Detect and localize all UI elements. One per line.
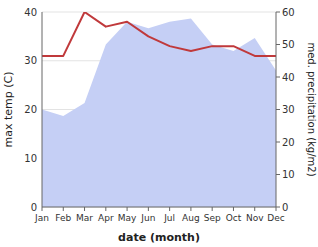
x-tick-label: Jul (163, 213, 175, 223)
grid-line (42, 12, 276, 13)
x-axis-label: date (month) (118, 231, 200, 244)
x-tick-label: Jun (140, 213, 155, 223)
x-tick-label: May (118, 213, 137, 223)
x-tick-label: Sep (204, 213, 221, 223)
x-tick-label: Dec (267, 213, 284, 223)
x-tick-label: Oct (226, 213, 242, 223)
x-tick (42, 207, 43, 211)
x-tick-label: Jan (34, 213, 49, 223)
y2-tick (276, 174, 280, 175)
y-tick-label: 10 (24, 153, 37, 164)
area (42, 19, 276, 208)
x-tick (105, 207, 106, 211)
x-tick (190, 207, 191, 211)
grid (42, 12, 276, 207)
y2-tick-label: 10 (282, 169, 295, 180)
x-tick-label: Nov (246, 213, 264, 223)
y2-tick (276, 77, 280, 78)
y-tick-label: 20 (24, 104, 37, 115)
y-axis-label: max temp (C) (2, 71, 15, 147)
y-tick-label: 0 (31, 202, 37, 213)
y2-axis-label: med. precipitation (kg/m2) (306, 42, 317, 176)
y-axis-line (42, 12, 43, 207)
y2-tick-label: 20 (282, 137, 295, 148)
chart: 0 10 20 30 40 0 10 20 30 40 50 60 Jan Feb Mar Apr MayJun… (0, 0, 318, 247)
x-tick-label: Apr (98, 213, 114, 223)
x-tick (169, 207, 170, 211)
y-tick-label: 40 (24, 7, 37, 18)
y2-tick-label: 30 (282, 104, 295, 115)
x-tick-label: Feb (55, 213, 71, 223)
y2-tick-label: 60 (282, 7, 295, 18)
x-tick (63, 207, 64, 211)
y2-tick (276, 207, 280, 208)
y2-tick-label: 50 (282, 39, 295, 50)
y2-tick-label: 0 (282, 202, 288, 213)
y2-tick-label: 40 (282, 72, 295, 83)
y2-tick (276, 109, 280, 110)
y-tick-label: 30 (24, 55, 37, 66)
x-tick (254, 207, 255, 211)
x-tick (127, 207, 128, 211)
x-tick-label: Aug (182, 213, 200, 223)
x-axis-line (42, 207, 276, 208)
x-tick (212, 207, 213, 211)
x-tick-label: Mar (76, 213, 93, 223)
x-tick (276, 207, 277, 211)
x-tick (148, 207, 149, 211)
grid-line (42, 207, 276, 208)
plot-area (42, 12, 276, 207)
x-tick (233, 207, 234, 211)
line (42, 12, 276, 56)
axes: 0 10 20 30 40 0 10 20 30 40 50 60 Jan Feb Mar Apr MayJun… (24, 7, 294, 224)
y2-tick (276, 44, 280, 45)
y2-tick (276, 12, 280, 13)
x-tick (84, 207, 85, 211)
y2-tick (276, 142, 280, 143)
